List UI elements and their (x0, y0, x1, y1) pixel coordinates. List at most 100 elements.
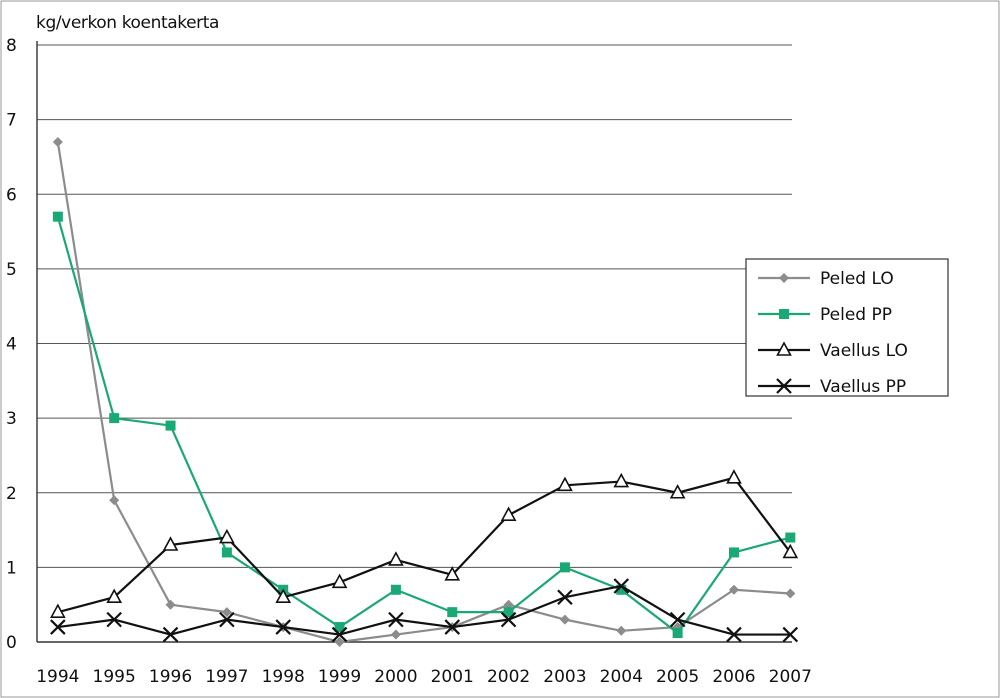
data-point-stroke (106, 611, 122, 628)
data-point (782, 543, 799, 559)
x-tick-labels: 1994 1995 1996 1997 1998 1999 2000 2001 2002 2003… (36, 667, 812, 687)
data-point (52, 211, 63, 222)
data-point (50, 603, 66, 618)
x-tick-label: 1997 (205, 667, 248, 687)
data-point-stroke (50, 619, 66, 635)
x-tick-label: 2007 (769, 667, 812, 687)
data-point (557, 589, 573, 606)
x-tick-label: 2000 (374, 667, 417, 687)
data-point (669, 611, 686, 628)
data-point (390, 629, 401, 640)
legend-entry: Peled PP (758, 305, 892, 325)
data-point (444, 566, 461, 581)
x-tick-label: 1994 (36, 667, 79, 687)
data-point (447, 607, 458, 618)
x-tick-label: 2003 (543, 667, 586, 687)
data-point (165, 599, 176, 610)
data-point (219, 528, 235, 544)
data-point (165, 420, 176, 431)
legend-marker (779, 309, 789, 319)
gridlines (37, 44, 792, 568)
data-point (726, 626, 742, 643)
legend-label: Peled LO (820, 269, 894, 289)
data-point (334, 622, 345, 633)
legend-label: Vaellus PP (820, 377, 906, 397)
data-point (728, 547, 739, 558)
legend-entry: Vaellus PP (758, 377, 906, 397)
data-point (785, 532, 796, 543)
x-tick-label: 2006 (712, 667, 755, 687)
data-point (275, 588, 292, 604)
data-point (219, 611, 235, 628)
data-point (106, 611, 122, 628)
data-point-stroke (613, 578, 630, 594)
data-point (162, 536, 179, 551)
legend-marker (779, 273, 789, 283)
legend-marker (776, 341, 792, 356)
data-point (613, 472, 630, 488)
series-layer (50, 137, 799, 647)
data-point-stroke (782, 626, 799, 643)
data-point (616, 584, 627, 595)
data-point-stroke (388, 611, 404, 628)
data-point (390, 584, 401, 595)
series-line (57, 584, 791, 636)
y-tick-label: 3 (6, 409, 17, 429)
y-tick-label: 6 (6, 185, 17, 205)
series-line (56, 216, 791, 635)
data-point (613, 578, 630, 594)
x-tick-label: 1995 (93, 667, 136, 687)
series-line (56, 141, 791, 644)
data-point (559, 562, 570, 573)
legend-marker (776, 378, 792, 394)
data-point (444, 619, 461, 635)
data-point (726, 469, 742, 484)
x-tick-label: 2004 (600, 667, 643, 687)
data-point (106, 588, 123, 604)
x-tick-label: 2005 (656, 667, 699, 687)
data-point (500, 611, 517, 628)
data-point-stroke (726, 626, 742, 643)
data-point (503, 607, 514, 618)
legend-box (745, 258, 949, 397)
x-tick-label: 1998 (262, 667, 305, 687)
data-point (109, 413, 120, 424)
data-point (672, 628, 683, 639)
legend: Peled LO Peled PP Vaellus LO Vaellus PP (745, 258, 949, 397)
data-point (221, 547, 232, 558)
data-point (785, 588, 796, 599)
data-point (728, 584, 739, 595)
data-point (331, 573, 348, 589)
y-tick-label: 2 (6, 484, 17, 504)
data-point (52, 137, 63, 148)
data-point-stroke (444, 619, 461, 635)
data-point-stroke (219, 611, 235, 628)
y-tick-label: 0 (6, 633, 17, 653)
data-point (616, 625, 627, 636)
series-line (57, 476, 792, 614)
legend-label: Vaellus LO (820, 341, 908, 361)
y-tick-labels: 0 1 2 3 4 5 6 7 8 (6, 36, 17, 653)
data-point-stroke (669, 611, 686, 628)
data-point (557, 476, 573, 492)
y-tick-label: 1 (6, 558, 17, 578)
data-point-stroke (331, 626, 348, 643)
y-tick-label: 4 (6, 335, 17, 355)
data-point-stroke (162, 626, 179, 643)
data-point (388, 611, 404, 628)
data-point (782, 626, 799, 643)
data-point (500, 506, 517, 521)
data-point-stroke (557, 589, 573, 606)
y-tick-label: 7 (6, 111, 17, 131)
y-tick-label: 5 (6, 260, 17, 280)
data-point (669, 484, 686, 499)
data-point (334, 637, 345, 647)
x-tick-label: 2002 (487, 667, 530, 687)
data-point (331, 626, 348, 643)
series-vaellus-lo (50, 469, 799, 618)
y-axis-label: kg/verkon koentakerta (36, 13, 219, 33)
data-point (388, 551, 404, 566)
x-tick-label: 1999 (318, 667, 361, 687)
series-peled-pp (52, 211, 796, 639)
legend-label: Peled PP (820, 305, 892, 325)
